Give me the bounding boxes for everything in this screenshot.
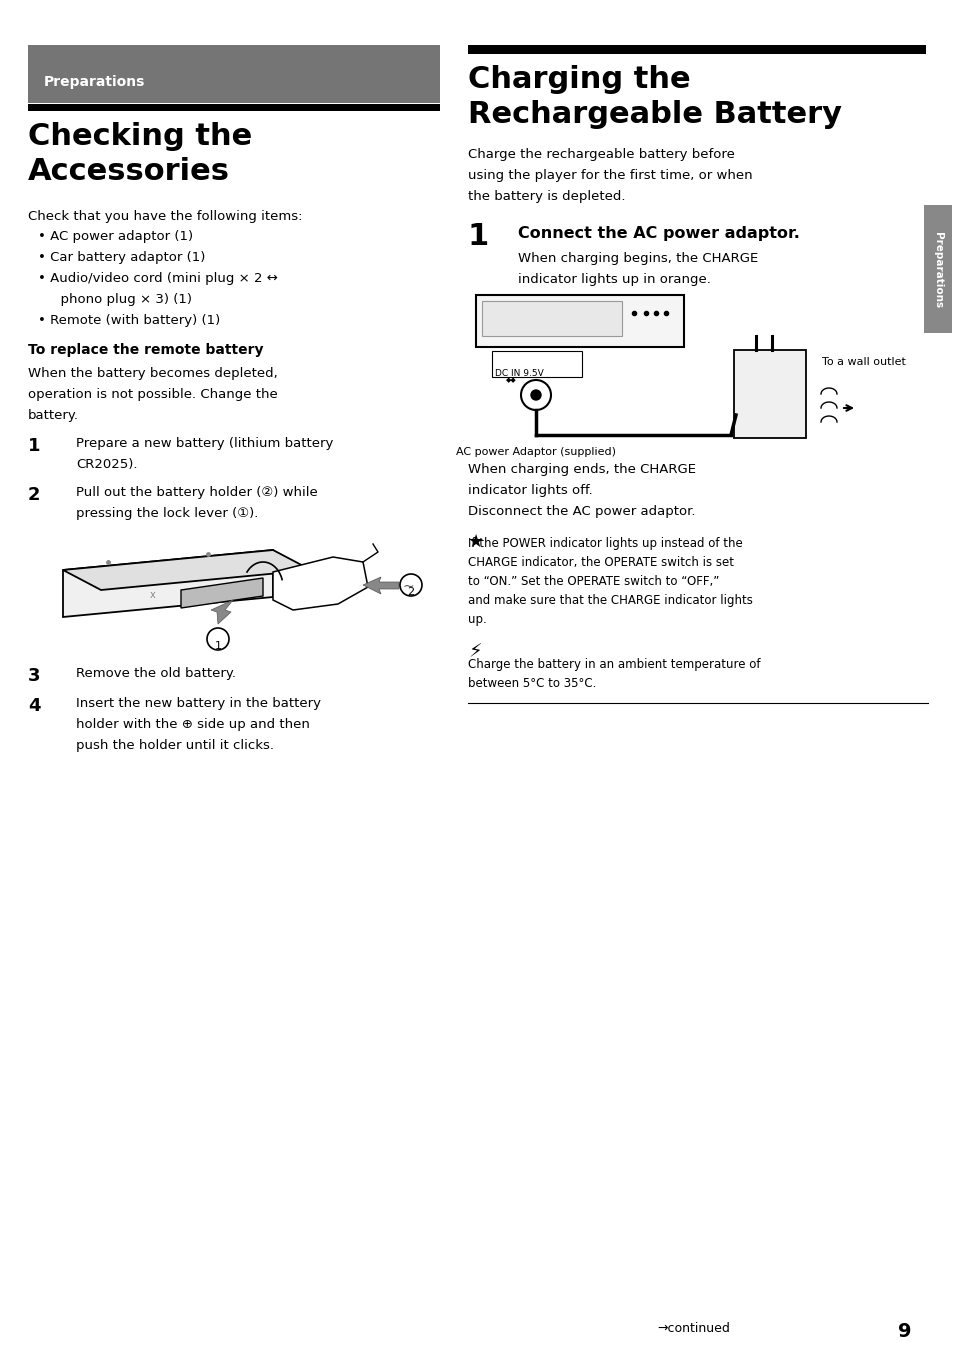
Bar xyxy=(468,45,925,54)
Polygon shape xyxy=(363,577,398,594)
Text: Check that you have the following items:: Check that you have the following items: xyxy=(28,210,302,223)
Text: Pull out the battery holder (②) while: Pull out the battery holder (②) while xyxy=(76,486,317,499)
Polygon shape xyxy=(211,600,233,624)
Text: When charging ends, the CHARGE: When charging ends, the CHARGE xyxy=(468,463,696,476)
Text: push the holder until it clicks.: push the holder until it clicks. xyxy=(76,740,274,752)
Text: To a wall outlet: To a wall outlet xyxy=(821,357,905,366)
Text: to “ON.” Set the OPERATE switch to “OFF,”: to “ON.” Set the OPERATE switch to “OFF,… xyxy=(468,575,719,588)
Text: DC IN 9.5V: DC IN 9.5V xyxy=(495,369,543,379)
Text: • AC power adaptor (1): • AC power adaptor (1) xyxy=(38,229,193,243)
Text: Charge the rechargeable battery before: Charge the rechargeable battery before xyxy=(468,148,734,161)
Text: 2: 2 xyxy=(28,486,40,503)
Text: phono plug × 3) (1): phono plug × 3) (1) xyxy=(52,293,192,305)
Polygon shape xyxy=(63,550,273,617)
Text: Prepare a new battery (lithium battery: Prepare a new battery (lithium battery xyxy=(76,437,333,451)
Text: 1: 1 xyxy=(214,641,221,651)
Text: Preparations: Preparations xyxy=(932,232,942,308)
Text: Disconnect the AC power adaptor.: Disconnect the AC power adaptor. xyxy=(468,505,695,518)
Text: If the POWER indicator lights up instead of the: If the POWER indicator lights up instead… xyxy=(468,537,742,550)
Text: AC power Adaptor (supplied): AC power Adaptor (supplied) xyxy=(456,446,616,457)
Bar xyxy=(733,350,805,438)
Text: • Audio/video cord (mini plug × 2 ↔: • Audio/video cord (mini plug × 2 ↔ xyxy=(38,271,277,285)
Text: 9: 9 xyxy=(898,1322,911,1341)
Text: 2: 2 xyxy=(407,588,415,597)
Text: 1: 1 xyxy=(468,223,489,251)
Bar xyxy=(481,301,621,337)
Text: the battery is depleted.: the battery is depleted. xyxy=(468,190,625,204)
Text: Accessories: Accessories xyxy=(28,157,230,186)
Text: Preparations: Preparations xyxy=(44,75,145,90)
Text: holder with the ⊕ side up and then: holder with the ⊕ side up and then xyxy=(76,718,310,731)
Circle shape xyxy=(531,389,540,400)
Bar xyxy=(492,351,581,377)
Text: using the player for the first time, or when: using the player for the first time, or … xyxy=(468,170,752,182)
Bar xyxy=(476,294,683,347)
Bar xyxy=(28,45,439,103)
Text: indicator lights up in orange.: indicator lights up in orange. xyxy=(517,273,710,286)
Text: operation is not possible. Change the: operation is not possible. Change the xyxy=(28,388,277,402)
Text: When the battery becomes depleted,: When the battery becomes depleted, xyxy=(28,366,277,380)
Text: →continued: →continued xyxy=(657,1322,729,1335)
Text: Charging the: Charging the xyxy=(468,65,690,94)
Polygon shape xyxy=(63,550,311,590)
Polygon shape xyxy=(181,578,263,608)
Text: To replace the remote battery: To replace the remote battery xyxy=(28,343,263,357)
Text: Checking the: Checking the xyxy=(28,122,252,151)
Text: ⚡: ⚡ xyxy=(468,642,481,661)
Text: Remove the old battery.: Remove the old battery. xyxy=(76,668,235,680)
Text: Connect the AC power adaptor.: Connect the AC power adaptor. xyxy=(517,227,799,242)
Text: indicator lights off.: indicator lights off. xyxy=(468,484,592,497)
Text: CR2025).: CR2025). xyxy=(76,459,137,471)
Bar xyxy=(923,205,951,332)
Text: and make sure that the CHARGE indicator lights: and make sure that the CHARGE indicator … xyxy=(468,594,752,607)
Text: CHARGE indicator, the OPERATE switch is set: CHARGE indicator, the OPERATE switch is … xyxy=(468,556,733,569)
Text: • Remote (with battery) (1): • Remote (with battery) (1) xyxy=(38,313,220,327)
Text: pressing the lock lever (①).: pressing the lock lever (①). xyxy=(76,508,258,520)
Text: 1: 1 xyxy=(28,437,40,455)
Text: between 5°C to 35°C.: between 5°C to 35°C. xyxy=(468,677,596,689)
Text: When charging begins, the CHARGE: When charging begins, the CHARGE xyxy=(517,252,758,265)
Text: • Car battery adaptor (1): • Car battery adaptor (1) xyxy=(38,251,205,265)
Text: Insert the new battery in the battery: Insert the new battery in the battery xyxy=(76,697,320,710)
Text: 3: 3 xyxy=(28,668,40,685)
Text: up.: up. xyxy=(468,613,486,626)
Polygon shape xyxy=(273,556,368,611)
Text: Rechargeable Battery: Rechargeable Battery xyxy=(468,100,841,129)
Text: 4: 4 xyxy=(28,697,40,715)
Text: x: x xyxy=(150,590,155,600)
Text: battery.: battery. xyxy=(28,408,79,422)
Text: ◆◆: ◆◆ xyxy=(505,377,517,383)
Bar xyxy=(28,104,439,111)
Text: Charge the battery in an ambient temperature of: Charge the battery in an ambient tempera… xyxy=(468,658,760,670)
Text: ~: ~ xyxy=(402,579,415,594)
Text: ★: ★ xyxy=(468,533,483,551)
